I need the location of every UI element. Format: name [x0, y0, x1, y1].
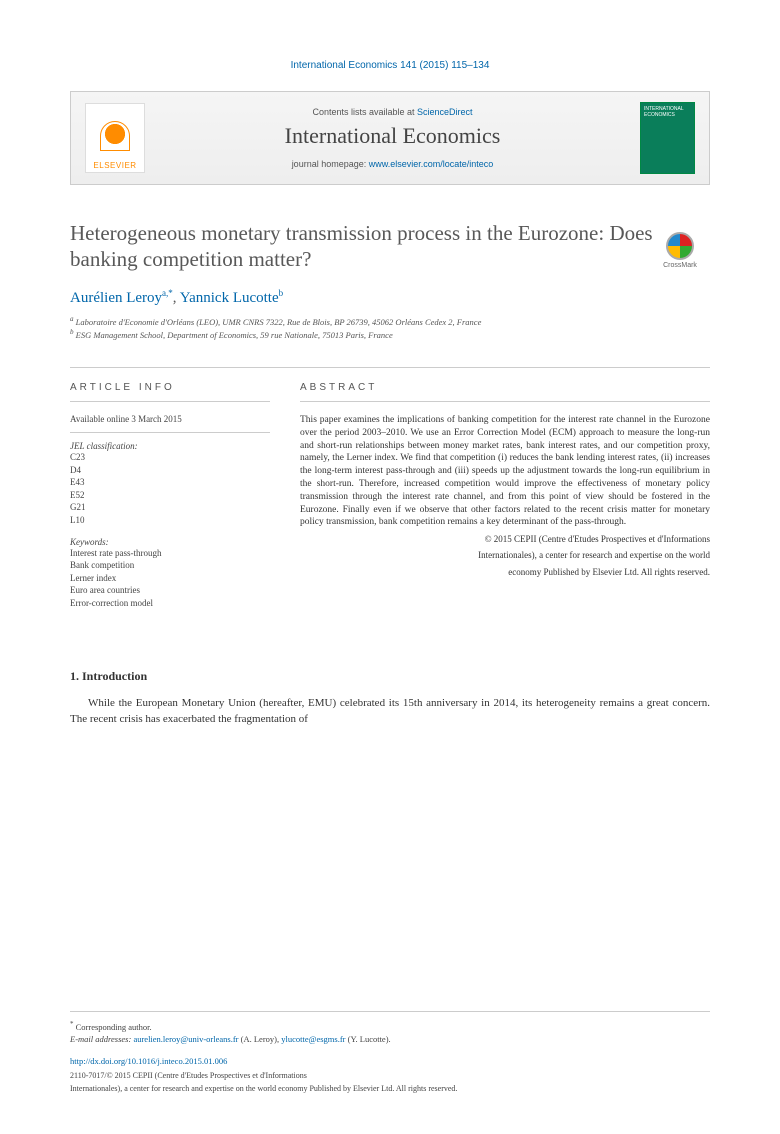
crossmark-label: CrossMark [650, 262, 710, 269]
keywords-label: Keywords: [70, 537, 270, 547]
section-1-para: While the European Monetary Union (herea… [70, 696, 710, 727]
jel-block: JEL classification: C23 D4 E43 E52 G21 L… [70, 441, 270, 527]
email-who-1: (A. Leroy), [239, 1034, 282, 1044]
keyword: Interest rate pass-through [70, 547, 270, 560]
section-1-heading: 1. Introduction [70, 669, 710, 684]
email-who-2: (Y. Lucotte). [346, 1034, 391, 1044]
doi-line: http://dx.doi.org/10.1016/j.inteco.2015.… [70, 1056, 710, 1068]
keywords-block: Keywords: Interest rate pass-through Ban… [70, 537, 270, 610]
copyright-line-3: economy Published by Elsevier Ltd. All r… [300, 566, 710, 578]
keyword: Euro area countries [70, 584, 270, 597]
cover-title: INTERNATIONAL ECONOMICS [644, 106, 691, 118]
author-marks-2: b [279, 288, 284, 298]
info-abstract-row: ARTICLE INFO Available online 3 March 20… [70, 367, 710, 620]
banner-center: Contents lists available at ScienceDirec… [159, 107, 626, 169]
issn-line-2: Internationales), a center for research … [70, 1083, 710, 1094]
corresponding-author: * Corresponding author. [70, 1020, 710, 1034]
journal-citation: International Economics 141 (2015) 115–1… [70, 60, 710, 71]
author-link-2[interactable]: Yannick Lucotte [180, 290, 279, 306]
author-list: Aurélien Leroya,*, Yannick Lucotteb [70, 288, 710, 307]
email-link-2[interactable]: ylucotte@esgms.fr [281, 1034, 345, 1044]
journal-cover-thumbnail[interactable]: INTERNATIONAL ECONOMICS [640, 102, 695, 174]
crossmark-badge[interactable]: CrossMark [650, 232, 710, 269]
jel-code: G21 [70, 501, 270, 514]
keyword: Lerner index [70, 572, 270, 585]
article-info: ARTICLE INFO Available online 3 March 20… [70, 382, 270, 620]
copyright-line-2: Internationales), a center for research … [300, 549, 710, 561]
journal-name: International Economics [159, 123, 626, 149]
page-footer: * Corresponding author. E-mail addresses… [70, 1011, 710, 1094]
homepage-prefix: journal homepage: [292, 159, 369, 169]
jel-code: E43 [70, 476, 270, 489]
homepage-line: journal homepage: www.elsevier.com/locat… [159, 159, 626, 169]
affiliations: a Laboratoire d'Economie d'Orléans (LEO)… [70, 315, 710, 342]
abstract-text: This paper examines the implications of … [300, 414, 710, 529]
article-title: Heterogeneous monetary transmission proc… [70, 220, 710, 273]
email-link-1[interactable]: aurelien.leroy@univ-orleans.fr [133, 1034, 238, 1044]
info-heading: ARTICLE INFO [70, 382, 270, 402]
jel-code: E52 [70, 489, 270, 502]
author-sep: , [173, 290, 180, 306]
email-line: E-mail addresses: aurelien.leroy@univ-or… [70, 1034, 710, 1046]
journal-banner: ELSEVIER Contents lists available at Sci… [70, 91, 710, 185]
jel-code: C23 [70, 451, 270, 464]
author-link-1[interactable]: Aurélien Leroy [70, 290, 162, 306]
doi-link[interactable]: http://dx.doi.org/10.1016/j.inteco.2015.… [70, 1056, 227, 1066]
author-marks-1: a,* [162, 288, 173, 298]
contents-line: Contents lists available at ScienceDirec… [159, 107, 626, 117]
issn-line-1: 2110-7017/© 2015 CEPII (Centre d'Etudes … [70, 1070, 710, 1081]
publisher-name: ELSEVIER [93, 161, 136, 170]
available-online: Available online 3 March 2015 [70, 414, 270, 433]
jel-label: JEL classification: [70, 441, 270, 451]
homepage-link[interactable]: www.elsevier.com/locate/inteco [369, 159, 494, 169]
contents-prefix: Contents lists available at [312, 107, 417, 117]
affiliation-a: a Laboratoire d'Economie d'Orléans (LEO)… [70, 315, 710, 329]
abstract: ABSTRACT This paper examines the implica… [300, 382, 710, 620]
copyright-line-1: © 2015 CEPII (Centre d'Etudes Prospectiv… [300, 533, 710, 545]
jel-code: D4 [70, 464, 270, 477]
sciencedirect-link[interactable]: ScienceDirect [417, 107, 473, 117]
publisher-logo[interactable]: ELSEVIER [85, 103, 145, 173]
email-label: E-mail addresses: [70, 1034, 133, 1044]
crossmark-icon [666, 232, 694, 260]
keyword: Error-correction model [70, 597, 270, 610]
keyword: Bank competition [70, 559, 270, 572]
jel-code: L10 [70, 514, 270, 527]
affiliation-b: b ESG Management School, Department of E… [70, 328, 710, 342]
elsevier-tree-icon [95, 116, 135, 161]
abstract-heading: ABSTRACT [300, 382, 710, 402]
